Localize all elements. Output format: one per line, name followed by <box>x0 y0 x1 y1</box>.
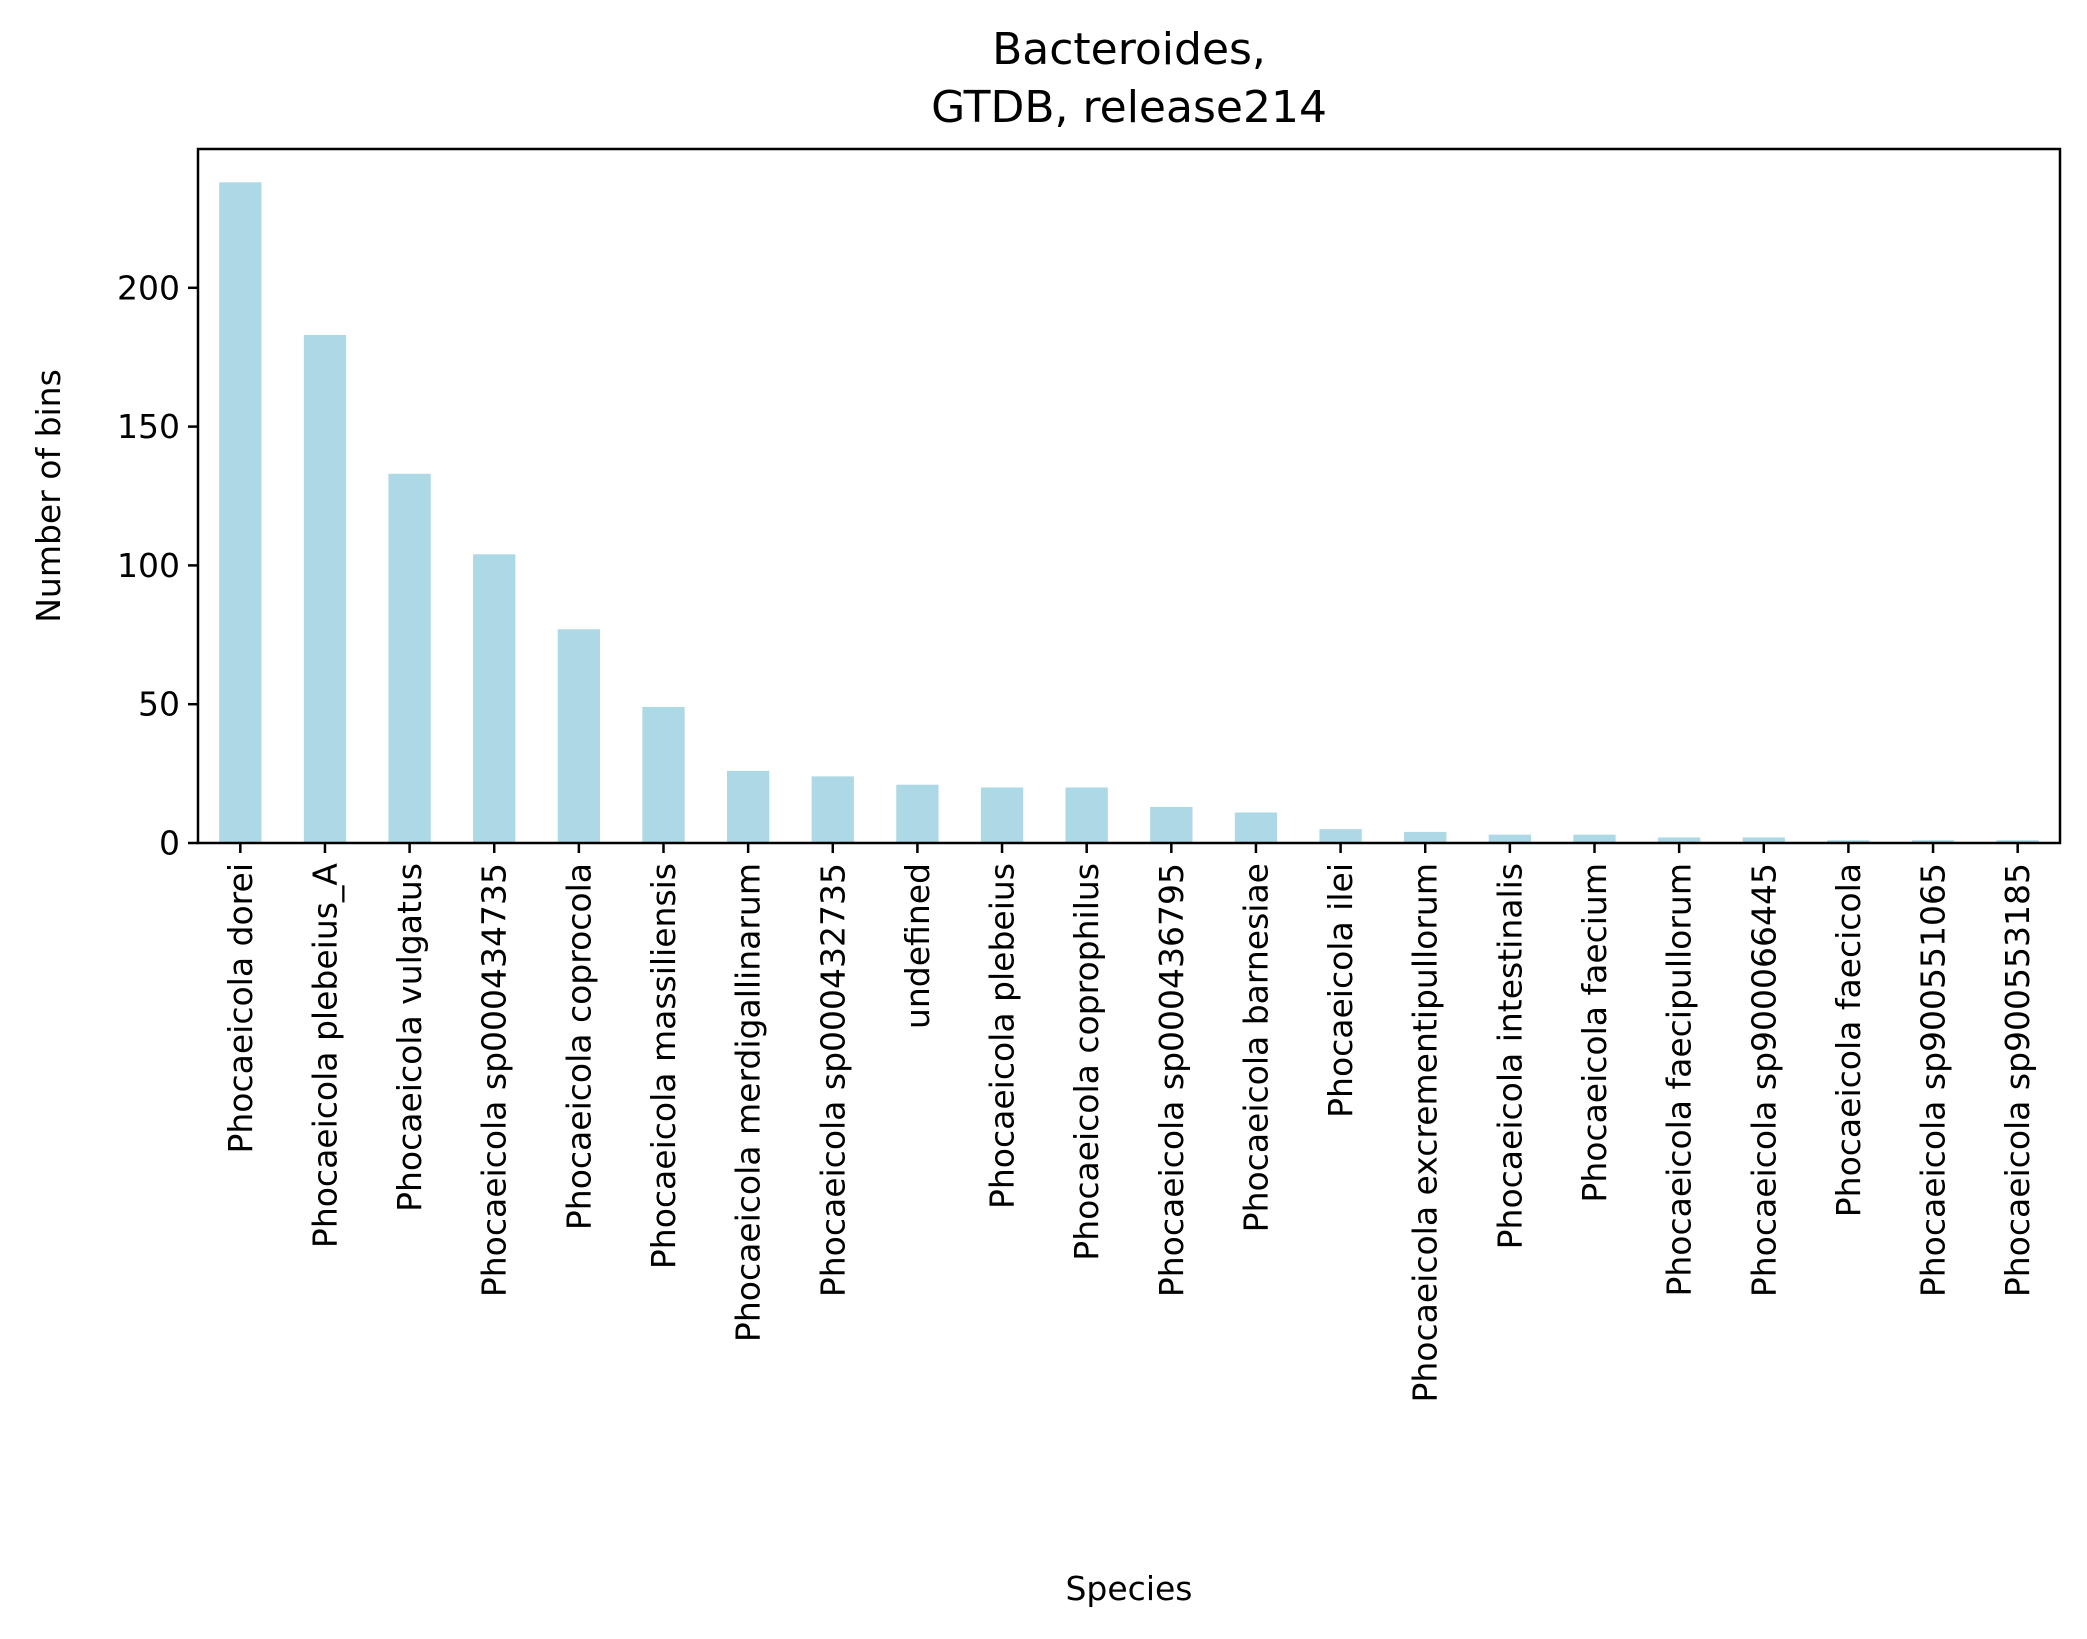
x-tick-label: Phocaeicola sp900066445 <box>1744 863 1783 1297</box>
bar <box>1065 787 1108 843</box>
bar <box>642 706 685 843</box>
bar <box>726 770 770 843</box>
chart-title-line1: Bacteroides, <box>992 24 1266 75</box>
chart-title-line2: GTDB, release214 <box>931 82 1327 133</box>
x-tick-label: Phocaeicola merdigallinarum <box>729 863 768 1342</box>
y-tick-label: 150 <box>117 407 180 446</box>
bars-layer <box>219 182 2039 843</box>
x-tick-label: Phocaeicola sp000436795 <box>1152 863 1191 1297</box>
x-tick-label: undefined <box>898 863 937 1029</box>
x-tick-label: Phocaeicola dorei <box>221 863 260 1154</box>
bar <box>811 776 854 843</box>
x-tick-label: Phocaeicola intestinalis <box>1490 863 1529 1249</box>
bar <box>557 629 601 843</box>
x-tick-label: Phocaeicola faecipullorum <box>1660 863 1699 1297</box>
bar <box>388 473 431 843</box>
x-tick-label: Phocaeicola faecicola <box>1829 863 1868 1217</box>
bar <box>1319 829 1362 843</box>
x-tick-label: Phocaeicola plebeius_A <box>305 863 344 1249</box>
bar <box>980 787 1024 843</box>
bar <box>219 182 262 843</box>
x-tick-label: Phocaeicola sp000434735 <box>475 863 514 1297</box>
x-axis: Phocaeicola dorei Phocaeicola plebeius_A P… <box>221 843 2037 1403</box>
bar <box>1911 840 1955 843</box>
x-tick-label: Phocaeicola faecium <box>1575 863 1614 1203</box>
x-axis-label: Species <box>1065 1569 1192 1608</box>
x-tick-label: Phocaeicola ilei <box>1321 863 1360 1118</box>
y-axis-label: Number of bins <box>29 369 68 623</box>
x-tick-label: Phocaeicola massiliensis <box>644 863 683 1269</box>
y-tick-label: 0 <box>159 824 180 863</box>
plot-frame <box>196 147 2062 845</box>
bar <box>1657 837 1701 843</box>
bar <box>1150 806 1193 843</box>
bar <box>1488 834 1532 843</box>
bar <box>1827 840 1870 843</box>
y-tick-label: 50 <box>138 685 180 724</box>
bar <box>1742 837 1785 843</box>
bar <box>896 784 939 843</box>
x-tick-label: Phocaeicola sp900551065 <box>1914 863 1953 1297</box>
x-tick-label: Phocaeicola sp900553185 <box>1998 863 2037 1297</box>
bar <box>1996 840 2039 843</box>
bar <box>1573 834 1616 843</box>
x-tick-label: Phocaeicola sp000432735 <box>813 863 852 1297</box>
x-tick-label: Phocaeicola coprophilus <box>1067 863 1106 1261</box>
x-tick-label: Phocaeicola plebeius <box>983 863 1022 1209</box>
x-tick-label: Phocaeicola coprocola <box>559 863 598 1230</box>
bar <box>473 554 516 843</box>
x-tick-label: Phocaeicola vulgatus <box>390 863 429 1212</box>
y-tick-label: 200 <box>117 268 180 307</box>
bar <box>1234 812 1278 843</box>
x-tick-label: Phocaeicola excrementipullorum <box>1406 863 1445 1403</box>
y-axis: 0 50 100 150 200 <box>117 268 198 863</box>
bar <box>1404 831 1447 843</box>
x-tick-label: Phocaeicola barnesiae <box>1236 863 1275 1232</box>
bar <box>303 334 347 843</box>
y-tick-label: 100 <box>117 546 180 585</box>
